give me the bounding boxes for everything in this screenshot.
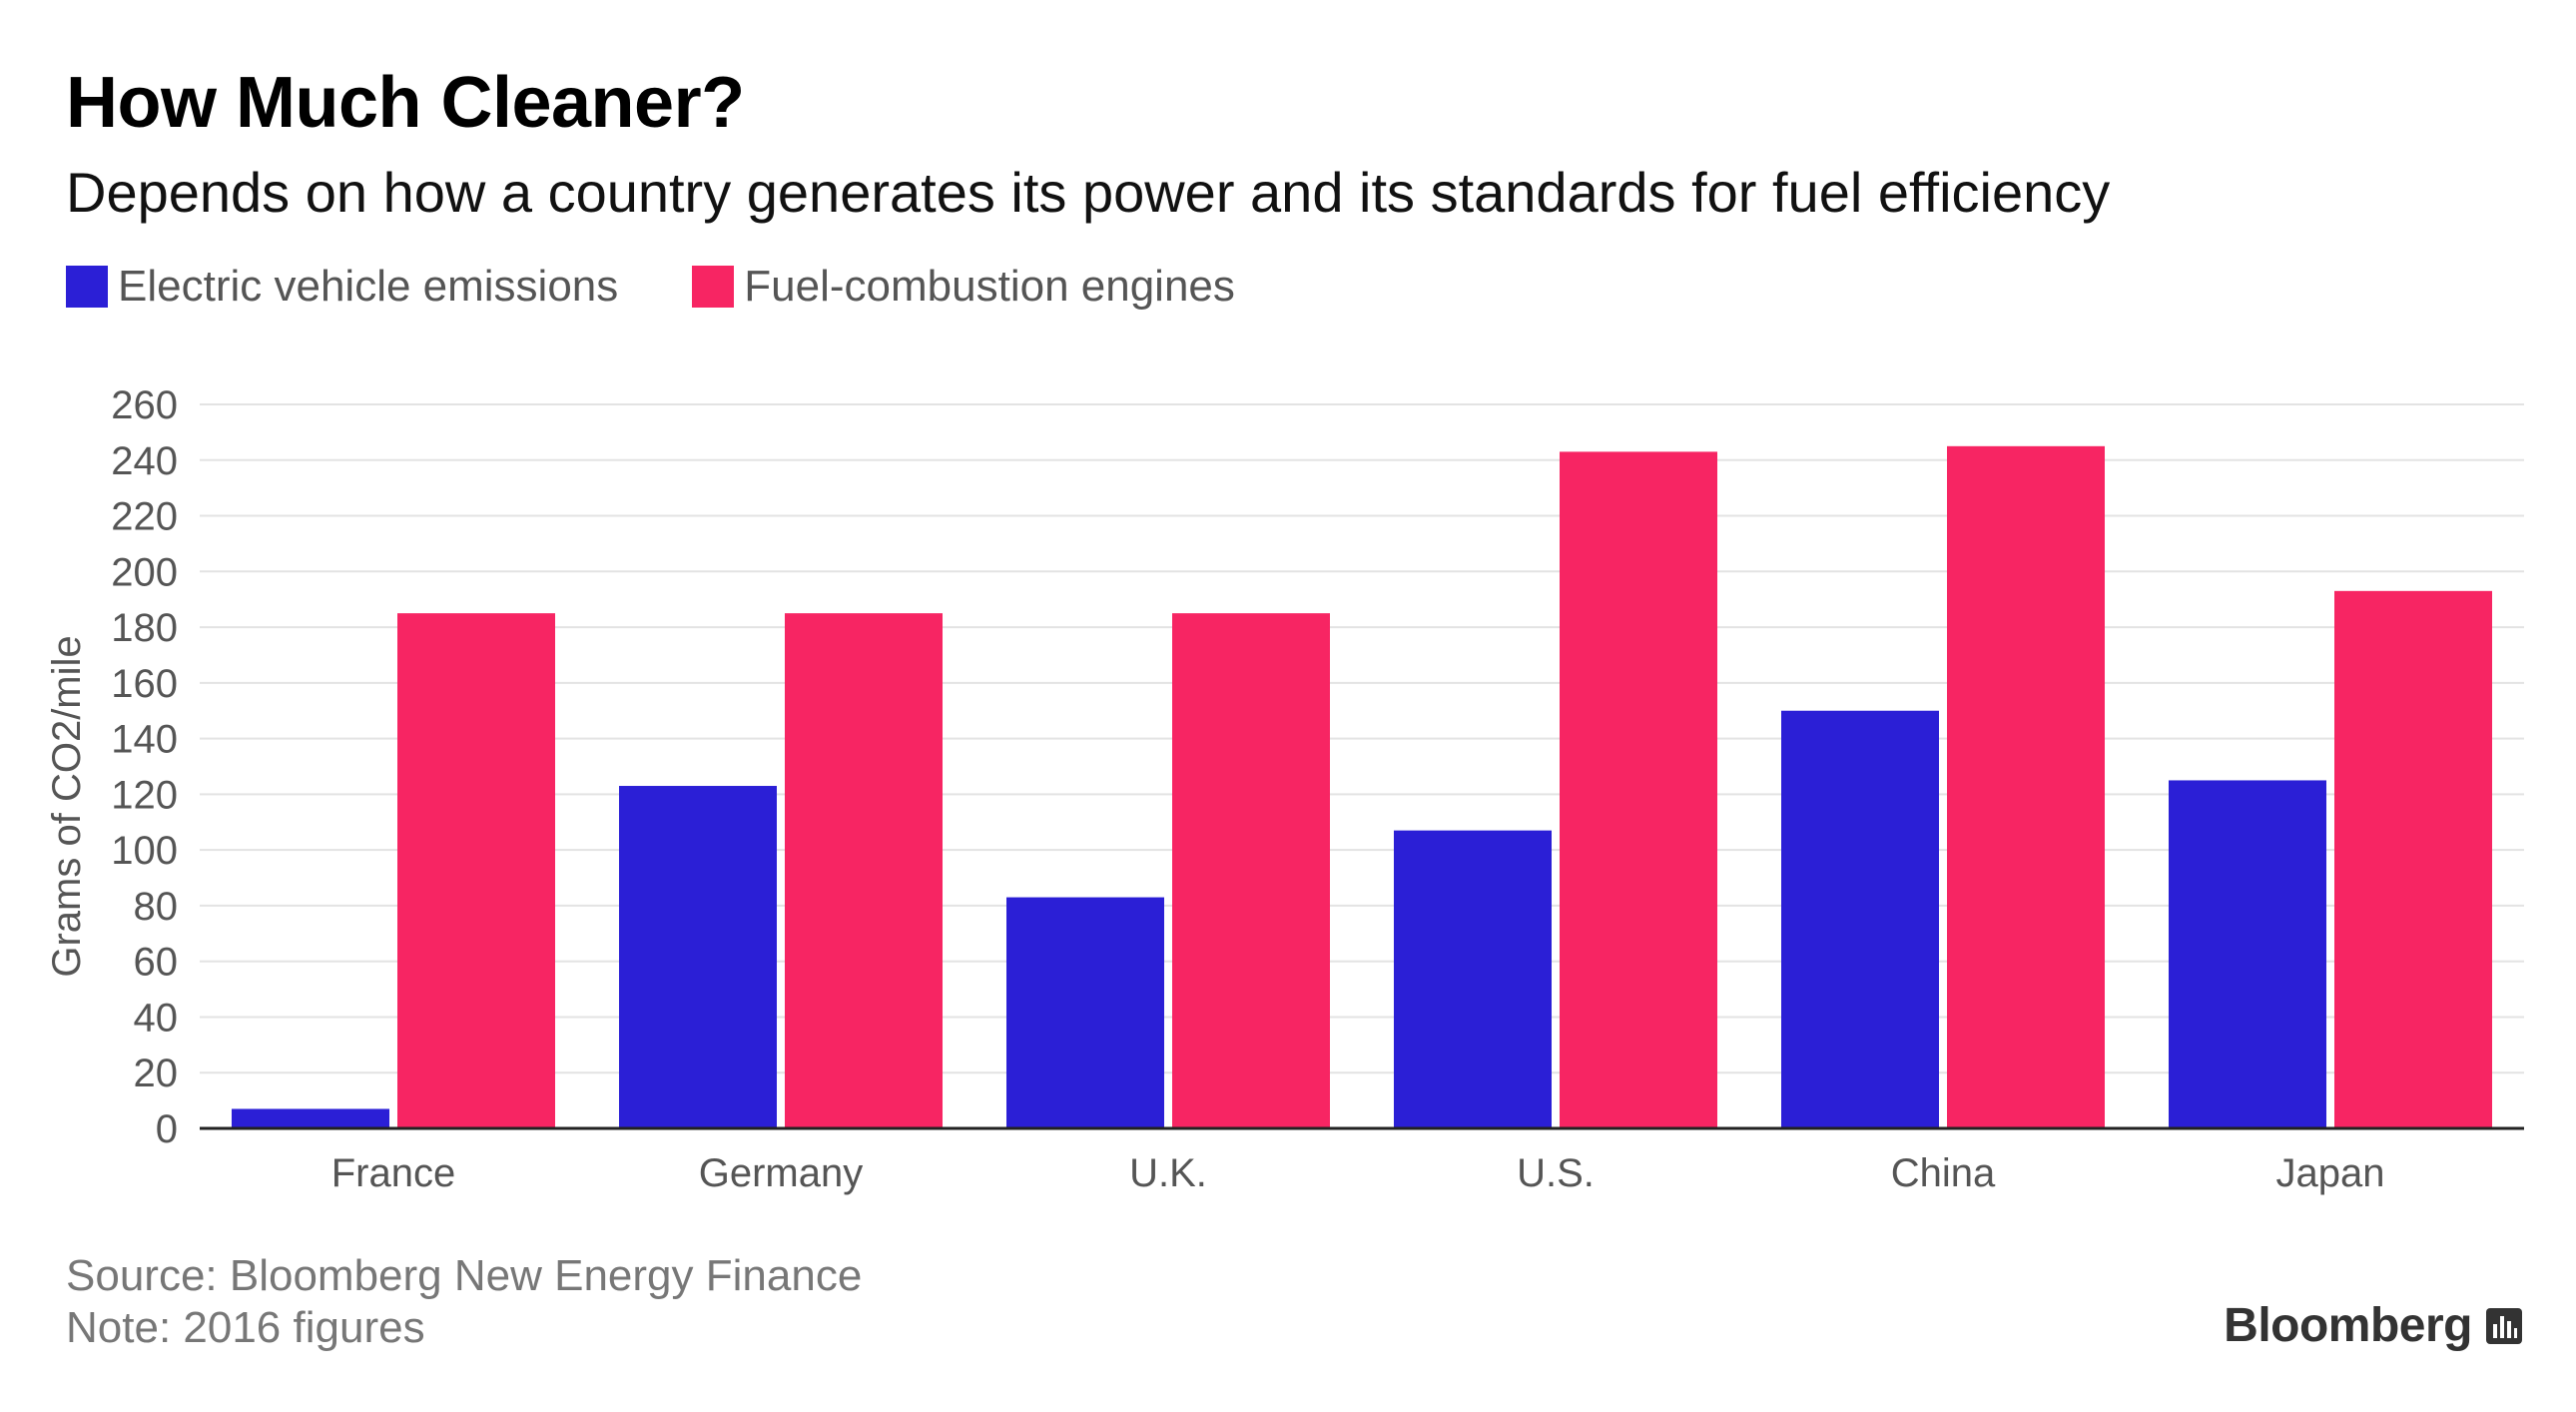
legend-item-fuel: Fuel-combustion engines [692,262,1235,312]
chart-icon [2486,1307,2522,1344]
x-tick-label: France [331,1151,456,1195]
y-axis-title: Grams of CO2/mile [45,635,89,977]
bar-fuel-japan [2334,590,2492,1128]
bar-chart: 0 20 40 60 80 100 120 140 160 180 200 220 240 260 Gram… [45,383,2524,1195]
x-tick-label: China [1891,1151,1996,1195]
bar-fuel-us [1560,451,1717,1129]
chart-title: How Much Cleaner? [66,63,745,143]
bar-electric-france [232,1108,389,1128]
source-text: Source: Bloomberg New Energy Finance [66,1251,863,1300]
x-tick-label: U.K. [1129,1151,1207,1195]
bar-electric-japan [2169,780,2326,1128]
legend-swatch-electric [66,266,108,308]
legend-label-fuel: Fuel-combustion engines [744,262,1235,311]
y-tick-label: 40 [134,996,179,1040]
brand-name: Bloomberg [2224,1299,2472,1352]
y-tick-label: 80 [134,885,179,929]
y-tick-label: 200 [111,550,178,594]
y-tick-label: 140 [111,718,178,762]
bar-electric-us [1394,830,1552,1128]
y-tick-label: 160 [111,662,178,706]
source-notes: Source: Bloomberg New Energy Finance Not… [66,1250,862,1354]
brand-logo: Bloomberg [2224,1298,2522,1353]
y-tick-label: 180 [111,606,178,650]
legend-label-electric: Electric vehicle emissions [118,262,619,311]
x-tick-label: Germany [699,1151,864,1195]
bar-fuel-germany [785,613,943,1128]
legend: Electric vehicle emissions Fuel-combusti… [66,262,1309,312]
y-tick-label: 60 [134,941,179,985]
bar-fuel-uk [1172,613,1330,1128]
legend-swatch-fuel [692,266,735,308]
bar-fuel-france [397,613,555,1128]
y-tick-label: 0 [156,1107,178,1151]
note-text: Note: 2016 figures [66,1303,425,1352]
chart-subtitle: Depends on how a country generates its p… [66,161,2111,224]
bar-electric-germany [619,786,777,1128]
y-tick-label: 260 [111,383,178,427]
y-tick-label: 100 [111,829,178,873]
y-tick-label: 20 [134,1052,179,1095]
bar-electric-uk [1006,897,1164,1128]
legend-item-electric: Electric vehicle emissions [66,262,618,312]
y-tick-label: 220 [111,495,178,539]
bar-fuel-china [1947,445,2105,1128]
bar-electric-china [1781,710,1939,1128]
x-tick-label: Japan [2276,1151,2385,1195]
y-tick-label: 120 [111,773,178,817]
x-tick-label: U.S. [1517,1151,1595,1195]
y-tick-label: 240 [111,439,178,483]
